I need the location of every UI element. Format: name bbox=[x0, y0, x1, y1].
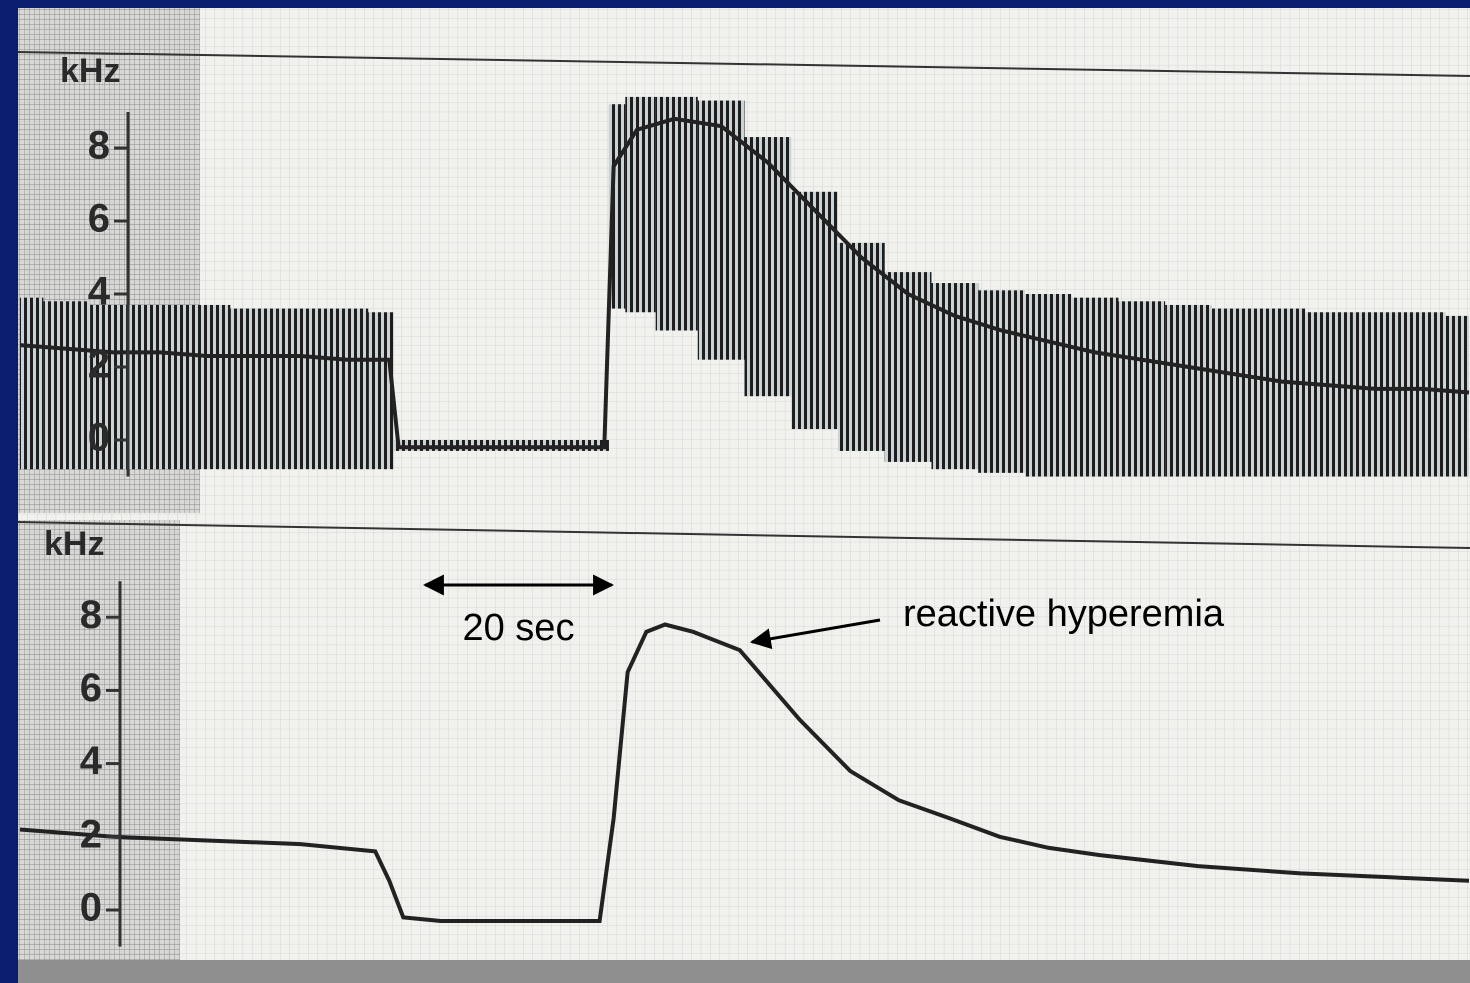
pulse-band bbox=[931, 283, 979, 470]
pulse-band bbox=[1398, 312, 1446, 477]
pulse-band bbox=[1118, 301, 1166, 477]
y-axis-label: kHz bbox=[60, 52, 120, 90]
pulse-band bbox=[20, 297, 44, 470]
pulse-band bbox=[837, 242, 885, 451]
pulse-band bbox=[1258, 308, 1306, 477]
y-tick-label: 8 bbox=[88, 124, 110, 168]
pulse-band bbox=[43, 301, 91, 470]
y-tick-label: 4 bbox=[88, 270, 111, 314]
pulse-band bbox=[1211, 308, 1259, 477]
pulse-band bbox=[978, 290, 1025, 473]
annotation-arrow bbox=[749, 618, 881, 650]
y-tick-label: 0 bbox=[88, 416, 110, 460]
y-tick-label: 4 bbox=[80, 739, 103, 783]
pulse-band bbox=[884, 272, 932, 462]
pulse-band bbox=[744, 137, 792, 397]
y-tick-label: 8 bbox=[80, 593, 102, 637]
pulse-band bbox=[277, 308, 324, 470]
y-axis-label: kHz bbox=[44, 525, 104, 563]
pulse-band bbox=[791, 191, 838, 430]
pulse-band bbox=[323, 308, 369, 470]
scale-bar-label: 20 sec bbox=[462, 607, 574, 649]
pulse-band bbox=[1165, 304, 1212, 477]
y-tick-label: 6 bbox=[88, 197, 110, 241]
y-tick-label: 0 bbox=[80, 886, 102, 930]
pulse-band bbox=[183, 304, 231, 470]
paper-edge bbox=[18, 960, 1470, 983]
pulse-band bbox=[1445, 315, 1469, 477]
pulse-band bbox=[136, 304, 184, 470]
mean-line bbox=[19, 116, 1470, 450]
flow-line bbox=[19, 622, 1470, 923]
pulse-band bbox=[1024, 294, 1072, 477]
y-tick-label: 6 bbox=[80, 666, 102, 710]
annotation: reactive hyperemia bbox=[903, 593, 1225, 635]
y-tick-label: 2 bbox=[88, 343, 110, 387]
divider bbox=[17, 51, 1470, 77]
y-tick-label: 2 bbox=[80, 812, 102, 856]
pulse-band bbox=[625, 96, 656, 313]
pulse-band bbox=[1352, 312, 1399, 477]
left-strip-grid bbox=[18, 520, 180, 960]
pulse-band bbox=[230, 308, 278, 470]
pulse-band bbox=[368, 312, 394, 470]
pulse-band bbox=[1071, 297, 1119, 477]
pulse-band bbox=[697, 100, 745, 360]
divider bbox=[17, 521, 1470, 549]
pulse-band bbox=[655, 96, 698, 331]
pulse-band bbox=[1305, 312, 1353, 477]
